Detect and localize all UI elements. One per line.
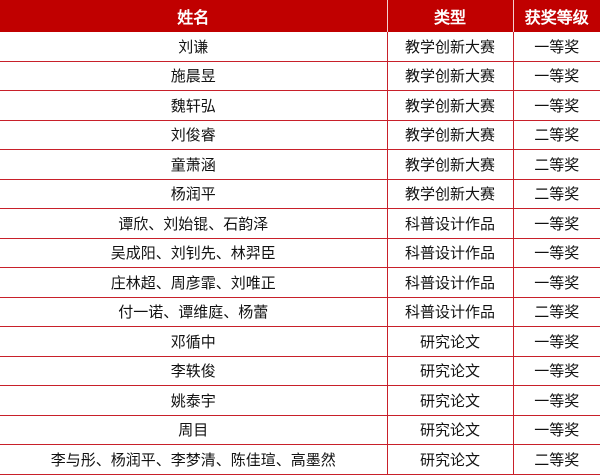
- name-cell: 杨润平: [0, 179, 388, 209]
- award-level-cell: 二等奖: [512, 444, 600, 475]
- name-cell: 施晨昱: [0, 61, 388, 91]
- header-row: 姓名 类型 获奖等级: [0, 0, 600, 32]
- header-name: 姓名: [0, 0, 388, 32]
- type-cell: 科普设计作品: [386, 297, 514, 327]
- name-cell: 魏轩弘: [0, 90, 388, 121]
- table-row: 周目 研究论文 一等奖: [0, 415, 600, 445]
- award-level-cell: 二等奖: [512, 179, 600, 209]
- award-level-cell: 一等奖: [512, 326, 600, 357]
- header-type: 类型: [387, 0, 514, 32]
- type-cell: 研究论文: [386, 415, 514, 445]
- table-row: 刘俊睿 教学创新大赛 二等奖: [0, 120, 600, 150]
- award-level-cell: 一等奖: [512, 61, 600, 91]
- award-level-cell: 一等奖: [512, 238, 600, 268]
- type-cell: 科普设计作品: [386, 238, 514, 268]
- table-row: 姚泰宇 研究论文 一等奖: [0, 385, 600, 416]
- award-level-cell: 一等奖: [512, 385, 600, 416]
- name-cell: 刘谦: [0, 32, 388, 62]
- name-cell: 吴成阳、刘钊先、林羿臣: [0, 238, 388, 268]
- table-row: 魏轩弘 教学创新大赛 一等奖: [0, 90, 600, 121]
- name-cell: 李与彤、杨润平、李梦清、陈佳瑄、高墨然: [0, 444, 388, 475]
- award-level-cell: 一等奖: [512, 208, 600, 239]
- type-cell: 科普设计作品: [386, 267, 514, 298]
- name-cell: 付一诺、谭维庭、杨蕾: [0, 297, 388, 327]
- table-row: 童萧涵 教学创新大赛 二等奖: [0, 149, 600, 180]
- name-cell: 周目: [0, 415, 388, 445]
- type-cell: 教学创新大赛: [386, 149, 514, 180]
- award-level-cell: 一等奖: [512, 415, 600, 445]
- type-cell: 研究论文: [386, 326, 514, 357]
- name-cell: 姚泰宇: [0, 385, 388, 416]
- type-cell: 教学创新大赛: [386, 32, 514, 62]
- table-row: 杨润平 教学创新大赛 二等奖: [0, 179, 600, 209]
- award-level-cell: 二等奖: [512, 297, 600, 327]
- table-row: 吴成阳、刘钊先、林羿臣 科普设计作品 一等奖: [0, 238, 600, 268]
- name-cell: 刘俊睿: [0, 120, 388, 150]
- award-level-cell: 一等奖: [512, 90, 600, 121]
- name-cell: 李轶俊: [0, 356, 388, 386]
- table-row: 邓循中 研究论文 一等奖: [0, 326, 600, 357]
- type-cell: 教学创新大赛: [386, 179, 514, 209]
- header-award-level: 获奖等级: [513, 0, 600, 32]
- award-level-cell: 一等奖: [512, 32, 600, 62]
- type-cell: 研究论文: [386, 444, 514, 475]
- table-row: 刘谦 教学创新大赛 一等奖: [0, 32, 600, 62]
- name-cell: 庄林超、周彦霏、刘唯正: [0, 267, 388, 298]
- table-row: 付一诺、谭维庭、杨蕾 科普设计作品 二等奖: [0, 297, 600, 327]
- table-row: 李与彤、杨润平、李梦清、陈佳瑄、高墨然 研究论文 二等奖: [0, 444, 600, 475]
- name-cell: 谭欣、刘始锟、石韵泽: [0, 208, 388, 239]
- type-cell: 科普设计作品: [386, 208, 514, 239]
- table-row: 施晨昱 教学创新大赛 一等奖: [0, 61, 600, 91]
- type-cell: 教学创新大赛: [386, 90, 514, 121]
- type-cell: 研究论文: [386, 385, 514, 416]
- type-cell: 教学创新大赛: [386, 120, 514, 150]
- award-level-cell: 一等奖: [512, 356, 600, 386]
- table-row: 李轶俊 研究论文 一等奖: [0, 356, 600, 386]
- type-cell: 教学创新大赛: [386, 61, 514, 91]
- name-cell: 童萧涵: [0, 149, 388, 180]
- award-level-cell: 一等奖: [512, 267, 600, 298]
- table-row: 谭欣、刘始锟、石韵泽 科普设计作品 一等奖: [0, 208, 600, 239]
- type-cell: 研究论文: [386, 356, 514, 386]
- table-row: 庄林超、周彦霏、刘唯正 科普设计作品 一等奖: [0, 267, 600, 298]
- award-level-cell: 二等奖: [512, 149, 600, 180]
- award-level-cell: 二等奖: [512, 120, 600, 150]
- name-cell: 邓循中: [0, 326, 388, 357]
